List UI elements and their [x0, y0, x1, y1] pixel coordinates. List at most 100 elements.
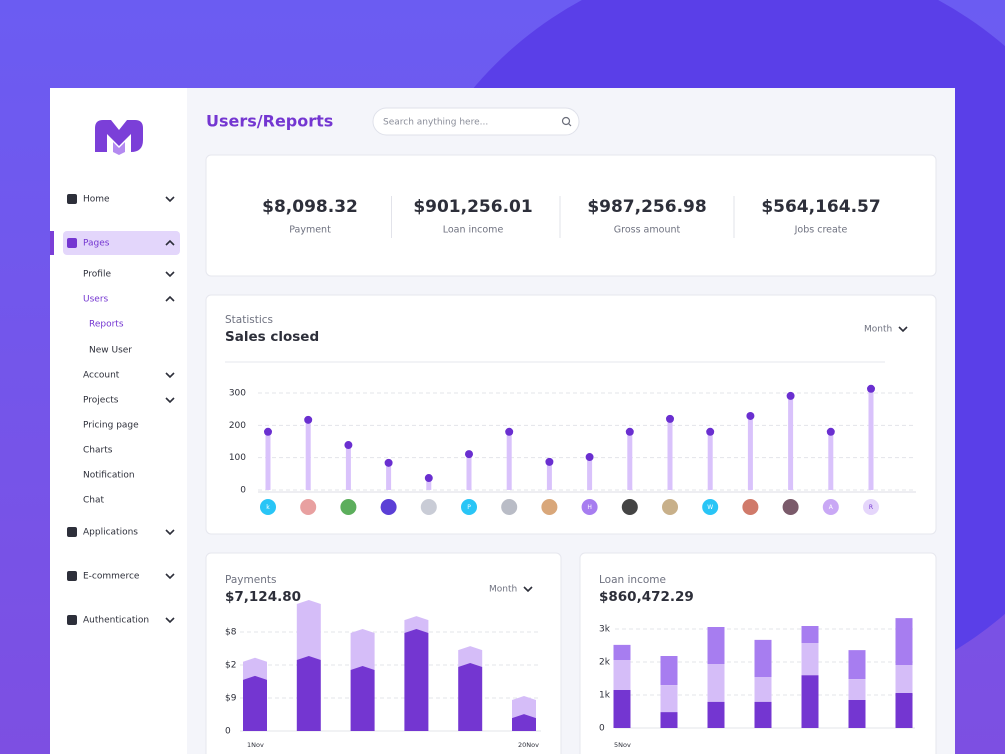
- stat-value: $987,256.98: [587, 197, 706, 217]
- avatar: [702, 499, 719, 515]
- avatar-label: R: [869, 504, 873, 511]
- period-dropdown[interactable]: Month: [489, 585, 517, 595]
- lollipop-dot: [384, 458, 393, 467]
- chevron[interactable]: [165, 295, 175, 302]
- nav-item[interactable]: Account: [83, 371, 120, 381]
- lollipop-dot: [344, 441, 353, 450]
- bar-segment: [613, 690, 631, 728]
- lollipop-stem: [426, 478, 432, 490]
- chevron[interactable]: [898, 326, 908, 333]
- chevron[interactable]: [165, 617, 175, 624]
- bar-segment: [848, 699, 866, 728]
- nav-item[interactable]: Notification: [83, 471, 135, 481]
- lollipop-stem: [828, 431, 834, 490]
- nav-icon: [67, 615, 77, 625]
- bar-segment: [243, 675, 267, 731]
- y-tick-label: 200: [229, 421, 246, 431]
- bar-segment: [801, 643, 819, 676]
- lollipop-stem: [265, 431, 271, 490]
- y-tick-label: $9: [225, 694, 237, 704]
- nav-icon: [67, 527, 77, 537]
- lollipop-stem: [788, 395, 794, 490]
- nav-icon: [67, 571, 77, 581]
- bar-segment: [613, 660, 631, 691]
- nav-item[interactable]: Projects: [83, 396, 119, 406]
- nav-item[interactable]: Charts: [83, 446, 113, 456]
- lollipop-dot: [264, 427, 272, 436]
- lollipop-stem: [466, 454, 472, 490]
- bar-segment: [754, 677, 772, 702]
- search-box[interactable]: [372, 107, 580, 136]
- lollipop-dot: [867, 384, 875, 393]
- stat-value: $564,164.57: [761, 197, 880, 217]
- lollipop-dot: [424, 474, 433, 483]
- lollipop-stem: [868, 388, 874, 490]
- chevron[interactable]: [165, 372, 175, 379]
- card-subtitle: Payments: [225, 574, 276, 586]
- chevron[interactable]: [165, 271, 175, 278]
- bar-segment: [243, 657, 267, 680]
- nav-item[interactable]: Profile: [83, 270, 111, 280]
- x-tick-label: 5Nov: [614, 741, 631, 749]
- y-tick-label: $8: [225, 628, 237, 638]
- avatar: [461, 499, 477, 515]
- nav-icon: [67, 194, 77, 204]
- avatar-label: H: [587, 504, 592, 511]
- nav-icon: [67, 238, 77, 248]
- lollipop-stem: [506, 431, 512, 490]
- bar-segment: [512, 714, 536, 731]
- lollipop-dot: [625, 427, 634, 436]
- bar-segment: [404, 616, 429, 633]
- lollipop-dot: [706, 427, 715, 436]
- nav-item[interactable]: E-commerce: [83, 572, 140, 582]
- chevron[interactable]: [523, 586, 533, 593]
- chevron[interactable]: [165, 397, 175, 404]
- bar-segment: [296, 599, 321, 661]
- nav-item[interactable]: Chat: [83, 496, 105, 506]
- nav-item[interactable]: New User: [89, 346, 132, 356]
- bar-segment: [848, 679, 866, 700]
- y-tick-label: 0: [240, 486, 246, 496]
- bar-segment: [404, 628, 429, 731]
- nav-item[interactable]: Reports: [89, 320, 124, 330]
- bar-segment: [350, 665, 375, 731]
- avatar-label: k: [266, 504, 270, 511]
- lollipop-stem: [386, 462, 392, 490]
- x-tick-label: 1Nov: [247, 741, 264, 749]
- page-title: Users/Reports: [206, 112, 333, 131]
- chevron[interactable]: [165, 529, 175, 536]
- bar-segment: [754, 639, 772, 678]
- nav-item[interactable]: Pricing page: [83, 421, 139, 431]
- lollipop-dot: [666, 414, 674, 423]
- lollipop-dot: [505, 427, 514, 436]
- avatar: [863, 499, 879, 515]
- nav-item[interactable]: Authentication: [83, 616, 149, 626]
- bar-segment: [801, 675, 819, 728]
- nav-item[interactable]: Applications: [83, 528, 138, 538]
- chevron[interactable]: [165, 573, 175, 580]
- lollipop-stem: [345, 445, 351, 490]
- avatar-label: W: [707, 504, 713, 511]
- nav-item[interactable]: Home: [83, 195, 110, 205]
- lollipop-dot: [826, 427, 835, 436]
- lollipop-stem: [546, 461, 552, 490]
- search-icon: [561, 116, 571, 126]
- chevron[interactable]: [165, 239, 175, 246]
- lollipop-stem: [627, 431, 633, 490]
- lollipop-stem: [587, 457, 593, 490]
- period-dropdown[interactable]: Month: [864, 325, 892, 335]
- y-tick-label: 100: [229, 453, 246, 463]
- chevron[interactable]: [165, 196, 175, 203]
- card-title: $860,472.29: [599, 589, 694, 605]
- bar-segment: [895, 618, 913, 665]
- nav-item[interactable]: Pages: [83, 239, 110, 249]
- x-tick-label: 20Nov: [518, 741, 539, 749]
- avatar: [300, 499, 317, 515]
- lollipop-dot: [465, 450, 473, 459]
- nav-item[interactable]: Users: [83, 295, 109, 305]
- search-placeholder: Search anything here...: [383, 118, 488, 128]
- lollipop-stem: [707, 431, 713, 490]
- bar-segment: [613, 644, 631, 661]
- bar-segment: [350, 628, 375, 670]
